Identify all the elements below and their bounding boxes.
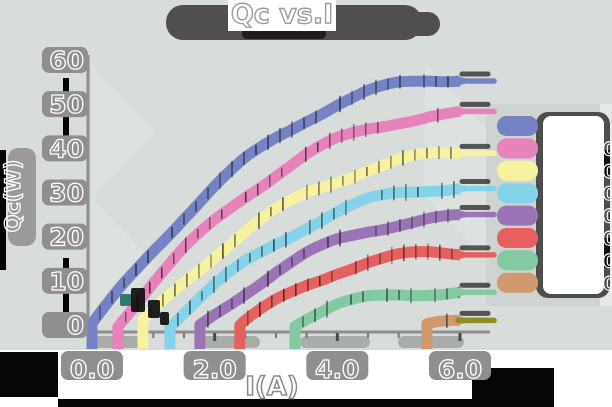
x-axis-shadow	[300, 336, 370, 348]
legend-label: ΔT=50	[546, 228, 612, 250]
legend-label: ΔT=40	[546, 206, 612, 228]
legend-text-panel	[543, 116, 604, 294]
series-dt-10-line	[112, 105, 464, 349]
title-box	[228, 0, 336, 31]
series-dt-30-line	[164, 183, 464, 349]
legend-swatch	[497, 160, 538, 181]
legend-item: ΔT=30	[497, 183, 612, 206]
y-tick-label-shadow	[42, 312, 88, 338]
legend-swatch	[497, 272, 538, 293]
legend-swatch	[497, 138, 538, 159]
legend-item: ΔT=50	[497, 227, 612, 251]
legend-item: ΔT=0	[497, 115, 603, 139]
x-tick-label-shadow	[61, 351, 123, 380]
legend-swatch	[497, 116, 538, 136]
legend-label: ΔT=30	[546, 183, 612, 205]
legend-swatch	[497, 228, 538, 248]
y-tick-label: 50	[49, 90, 84, 119]
shadow-block	[0, 150, 6, 270]
legend-swatch	[497, 250, 538, 271]
chart-title: Qc vs.I	[231, 0, 333, 30]
x-tick-label: 4.0	[315, 355, 359, 384]
shadow-block	[0, 352, 58, 397]
legend-swatch	[497, 205, 538, 226]
series-dt-20-line	[137, 147, 465, 349]
y-tick-label-shadow	[42, 135, 88, 162]
series-dt-0-line	[86, 75, 462, 349]
x-tick-label: 0.0	[70, 355, 114, 384]
legend-label: ΔT=60	[546, 250, 612, 272]
legend-item: ΔT=20	[497, 160, 612, 183]
legend-label: ΔT=0	[546, 116, 603, 138]
y-axis-label-shadow	[8, 148, 36, 246]
y-tick-label-shadow	[42, 223, 88, 250]
legend-label: ΔT=70	[546, 273, 612, 295]
y-tick-label: 40	[49, 134, 84, 163]
y-tick-label: 10	[49, 267, 84, 296]
x-tick-label: 2.0	[193, 355, 237, 384]
y-tick-label-shadow	[42, 46, 88, 73]
series-dt-50-line	[234, 246, 466, 349]
shadow-blob	[120, 294, 132, 306]
series-dt-60-line	[289, 286, 465, 349]
x-tick-label-shadow	[428, 351, 491, 380]
y-tick-label: 20	[49, 223, 84, 252]
shadow-blob	[131, 288, 145, 312]
x-axis-label: I(A)	[245, 372, 299, 402]
legend-item: ΔT=40	[497, 205, 612, 228]
y-tick-label-shadow	[42, 267, 88, 294]
y-tick-label: 0	[67, 311, 84, 340]
y-tick-label: 30	[49, 178, 84, 207]
legend-label: ΔT=20	[546, 161, 612, 183]
x-tick-label-shadow	[183, 351, 246, 380]
y-tick-label-shadow	[42, 91, 88, 118]
background-artifact	[425, 63, 487, 195]
shadow-blob	[160, 312, 169, 325]
y-axis-label: Qc(W)	[1, 160, 25, 233]
background-artifact	[425, 129, 487, 261]
legend-item: ΔT=70	[497, 272, 612, 295]
background-artifact	[92, 66, 156, 198]
x-axis-shadow	[196, 336, 260, 348]
legend-item: ΔT=10	[497, 138, 612, 161]
x-tick-label-shadow	[306, 351, 369, 380]
y-tick-label-shadow	[42, 179, 88, 206]
shadow-block	[63, 258, 69, 330]
shadow-block	[58, 399, 490, 407]
x-tick-label: 6.0	[438, 355, 482, 384]
title-shadow	[398, 12, 440, 36]
y-tick-label: 60	[49, 46, 84, 75]
legend-swatch	[497, 183, 538, 204]
shadow-blob	[148, 300, 160, 318]
legend-label: ΔT=10	[546, 138, 612, 160]
chart-static-labels: Qc vs.I I(A) Qc(W)	[0, 0, 334, 403]
legend-item: ΔT=60	[497, 250, 612, 273]
